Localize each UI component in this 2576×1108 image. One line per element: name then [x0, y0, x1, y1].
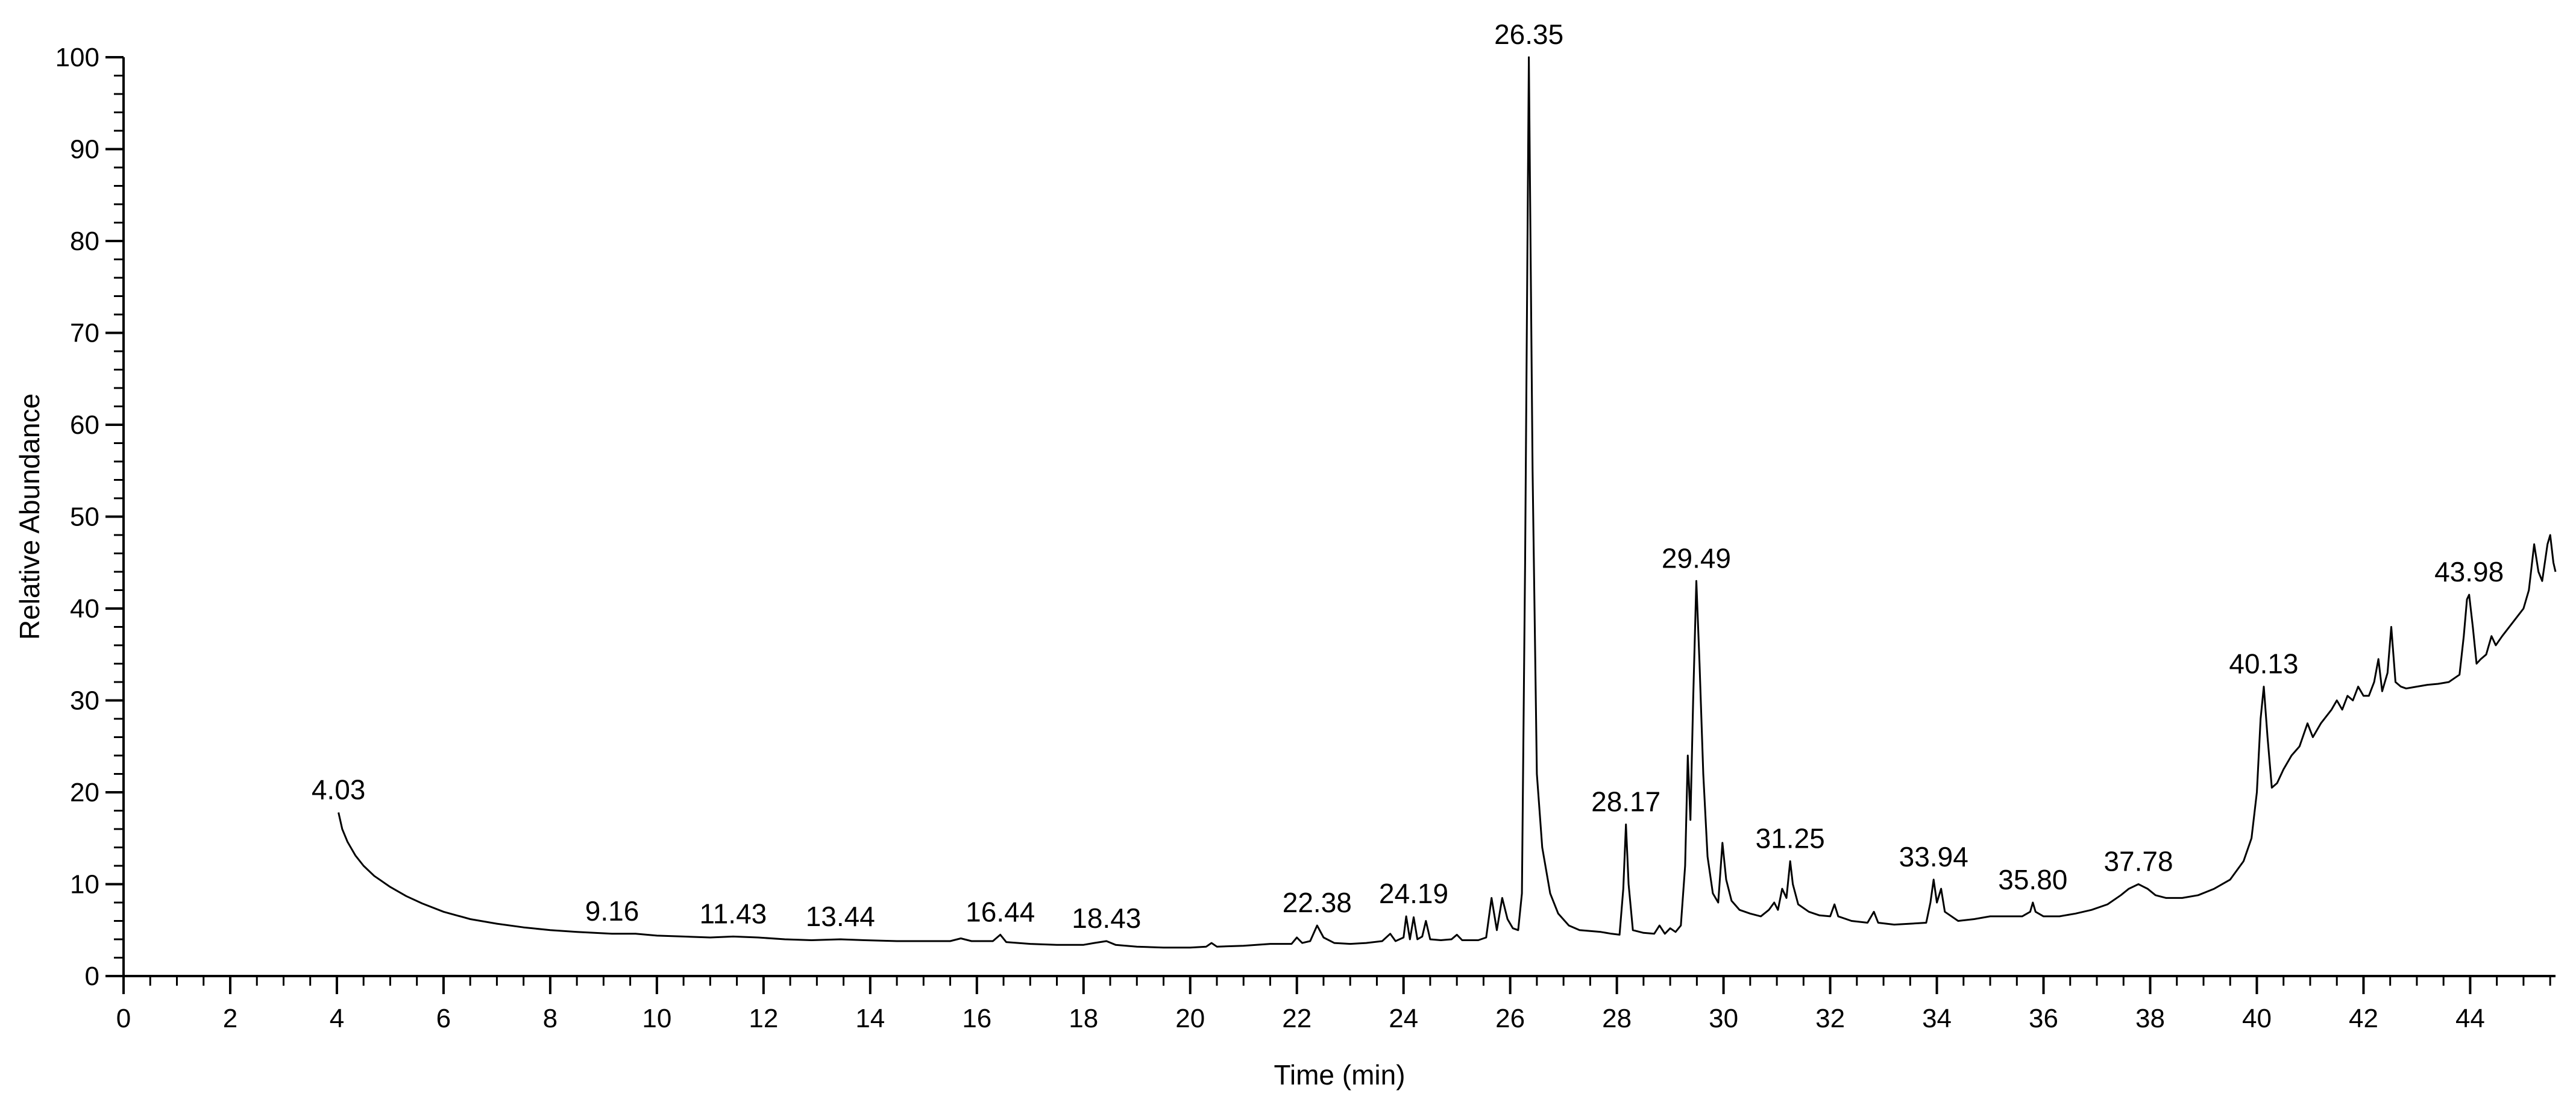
peak-label: 11.43	[700, 898, 767, 929]
y-tick-label: 40	[70, 594, 99, 624]
peak-label: 9.16	[585, 895, 639, 927]
x-tick-label: 16	[962, 1004, 991, 1033]
chromatogram-trace	[338, 56, 2557, 949]
y-tick-label: 80	[70, 227, 99, 256]
y-axis-title: Relative Abundance	[14, 393, 45, 640]
peak-label: 43.98	[2434, 556, 2504, 587]
peak-label: 31.25	[1756, 822, 1825, 854]
x-tick-label: 44	[2455, 1004, 2485, 1033]
peak-label: 33.94	[1899, 841, 1968, 872]
x-tick-label: 8	[543, 1004, 558, 1033]
y-tick-label: 70	[70, 319, 99, 348]
x-tick-label: 22	[1282, 1004, 1312, 1033]
peak-label: 29.49	[1662, 542, 1731, 574]
peak-label: 37.78	[2103, 846, 2173, 877]
peak-label: 40.13	[2229, 648, 2298, 680]
x-axis-title: Time (min)	[1274, 1059, 1405, 1091]
peak-label: 4.03	[312, 774, 366, 806]
x-tick-label: 36	[2029, 1004, 2058, 1033]
y-tick-label: 0	[85, 962, 99, 991]
x-tick-label: 6	[436, 1004, 451, 1033]
x-tick-label: 26	[1495, 1004, 1525, 1033]
x-tick-label: 14	[855, 1004, 885, 1033]
y-tick-label: 60	[70, 410, 99, 440]
x-tick-label: 20	[1175, 1004, 1205, 1033]
x-ticks: 0 2 4 6 8 10 12 14 16 18 20 22 24 26 28 30 32 34 36 38 40 42 4…	[116, 976, 2551, 1033]
y-ticks: 0 10 20 30 40 50 60 70 80 90 100	[55, 43, 124, 991]
peak-label: 13.44	[806, 901, 875, 932]
peak-label: 24.19	[1379, 878, 1448, 909]
y-tick-label: 20	[70, 778, 99, 807]
x-tick-label: 38	[2135, 1004, 2165, 1033]
y-tick-label: 90	[70, 135, 99, 164]
x-tick-label: 12	[749, 1004, 778, 1033]
y-tick-label: 50	[70, 502, 99, 532]
x-tick-label: 4	[330, 1004, 344, 1033]
x-tick-label: 32	[1815, 1004, 1845, 1033]
x-tick-label: 30	[1709, 1004, 1738, 1033]
peak-label: 26.35	[1494, 19, 1563, 50]
x-tick-label: 0	[116, 1004, 131, 1033]
x-tick-label: 42	[2349, 1004, 2378, 1033]
peak-label: 18.43	[1072, 903, 1141, 934]
x-tick-label: 40	[2242, 1004, 2272, 1033]
x-tick-label: 34	[1922, 1004, 1952, 1033]
peak-label: 28.17	[1591, 786, 1660, 817]
x-tick-label: 28	[1602, 1004, 1632, 1033]
y-tick-label: 30	[70, 686, 99, 716]
x-tick-label: 10	[642, 1004, 671, 1033]
axes	[122, 57, 2556, 977]
x-tick-label: 24	[1389, 1004, 1418, 1033]
x-tick-label: 2	[223, 1004, 237, 1033]
peak-label: 16.44	[966, 896, 1035, 927]
y-tick-label: 10	[70, 870, 99, 900]
peak-label: 35.80	[1998, 864, 2067, 895]
peak-labels: 4.03 9.16 11.43 13.44 16.44 18.43 22.38 24.19 26…	[312, 19, 2504, 934]
x-tick-label: 18	[1069, 1004, 1098, 1033]
peak-label: 22.38	[1283, 887, 1352, 918]
y-tick-label: 100	[55, 43, 99, 72]
